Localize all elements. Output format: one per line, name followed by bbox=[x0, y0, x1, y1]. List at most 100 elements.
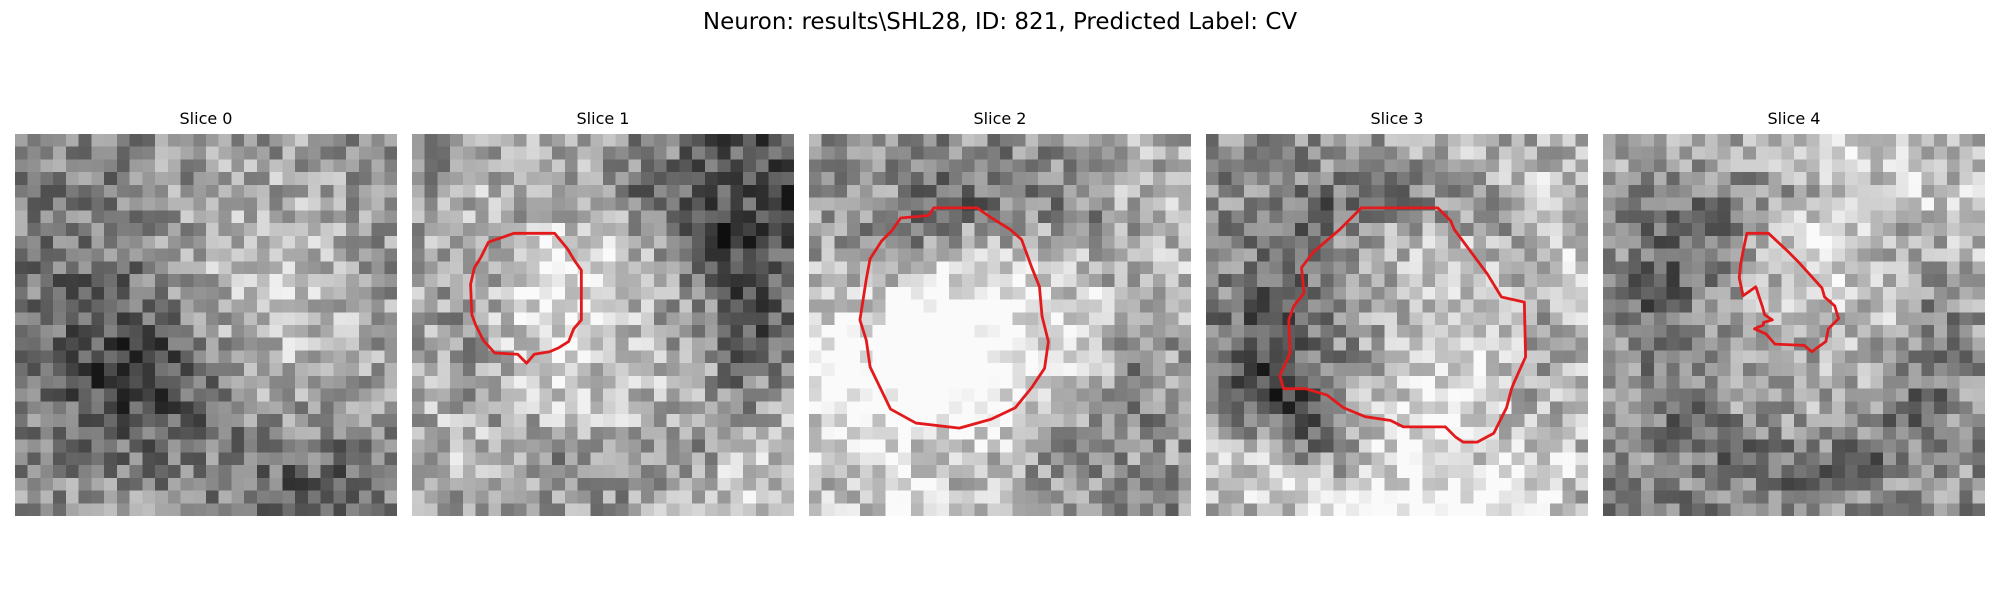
image-pixel bbox=[1870, 401, 1884, 415]
image-pixel bbox=[526, 325, 540, 338]
image-pixel bbox=[1819, 159, 1833, 173]
image-pixel bbox=[1282, 172, 1296, 186]
image-pixel bbox=[1025, 286, 1039, 300]
image-pixel bbox=[910, 452, 924, 466]
image-pixel bbox=[1603, 388, 1616, 402]
image-pixel bbox=[1231, 452, 1245, 466]
image-pixel bbox=[834, 159, 848, 173]
image-pixel bbox=[974, 401, 988, 415]
image-pixel bbox=[1282, 452, 1296, 466]
image-pixel bbox=[40, 401, 54, 415]
image-pixel bbox=[692, 159, 706, 173]
image-pixel bbox=[450, 210, 464, 224]
image-pixel bbox=[1743, 210, 1757, 224]
image-pixel bbox=[244, 503, 258, 516]
image-pixel bbox=[1781, 159, 1795, 173]
image-pixel bbox=[885, 159, 899, 173]
image-pixel bbox=[1641, 184, 1655, 198]
image-pixel bbox=[513, 261, 527, 275]
image-pixel bbox=[1946, 477, 1960, 491]
image-pixel bbox=[1921, 452, 1935, 466]
image-pixel bbox=[1178, 490, 1191, 504]
image-pixel bbox=[412, 465, 425, 479]
image-pixel bbox=[371, 274, 385, 288]
image-pixel bbox=[218, 503, 232, 516]
image-pixel bbox=[320, 363, 334, 377]
image-pixel bbox=[1959, 159, 1973, 173]
image-pixel bbox=[666, 350, 680, 364]
image-pixel bbox=[155, 184, 169, 198]
image-pixel bbox=[603, 401, 616, 415]
image-pixel bbox=[1615, 286, 1629, 300]
image-pixel bbox=[1524, 401, 1538, 415]
image-pixel bbox=[590, 172, 604, 186]
image-pixel bbox=[564, 401, 578, 415]
image-pixel bbox=[1972, 388, 1985, 402]
image-pixel bbox=[679, 286, 693, 300]
image-pixel bbox=[1768, 375, 1782, 389]
image-pixel bbox=[256, 274, 270, 288]
image-pixel bbox=[167, 490, 181, 504]
image-pixel bbox=[1397, 146, 1410, 160]
image-pixel bbox=[1076, 337, 1090, 351]
image-pixel bbox=[898, 159, 912, 173]
image-pixel bbox=[1934, 414, 1948, 428]
image-pixel bbox=[1959, 452, 1973, 466]
image-pixel bbox=[1511, 261, 1525, 275]
image-pixel bbox=[1076, 146, 1090, 160]
image-pixel bbox=[1358, 477, 1372, 491]
image-pixel bbox=[206, 337, 219, 351]
image-pixel bbox=[167, 286, 181, 300]
image-pixel bbox=[885, 465, 899, 479]
image-pixel bbox=[679, 248, 693, 262]
image-pixel bbox=[1460, 261, 1474, 275]
image-pixel bbox=[590, 312, 604, 326]
image-pixel bbox=[27, 350, 41, 364]
image-pixel bbox=[1959, 439, 1973, 453]
image-pixel bbox=[1768, 414, 1782, 428]
image-pixel bbox=[1653, 426, 1667, 440]
image-pixel bbox=[1269, 388, 1283, 402]
image-pixel bbox=[821, 477, 835, 491]
image-pixel bbox=[333, 134, 347, 147]
image-pixel bbox=[910, 363, 924, 377]
image-pixel bbox=[412, 197, 425, 211]
image-pixel bbox=[1819, 210, 1833, 224]
image-pixel bbox=[730, 299, 744, 313]
image-pixel bbox=[501, 146, 515, 160]
image-pixel bbox=[1575, 477, 1588, 491]
image-pixel bbox=[1152, 388, 1166, 402]
image-pixel bbox=[256, 299, 270, 313]
image-pixel bbox=[27, 375, 41, 389]
image-pixel bbox=[1333, 274, 1347, 288]
image-pixel bbox=[615, 350, 629, 364]
image-pixel bbox=[1152, 223, 1166, 237]
image-pixel bbox=[358, 286, 372, 300]
image-pixel bbox=[1397, 363, 1410, 377]
image-pixel bbox=[513, 452, 527, 466]
image-pixel bbox=[1781, 426, 1795, 440]
slice-panel-3: Slice 3 bbox=[1206, 108, 1588, 516]
image-pixel bbox=[282, 274, 296, 288]
image-pixel bbox=[1692, 299, 1706, 313]
image-pixel bbox=[1781, 363, 1795, 377]
image-pixel bbox=[1653, 401, 1667, 415]
image-pixel bbox=[450, 375, 464, 389]
image-pixel bbox=[1549, 197, 1563, 211]
image-pixel bbox=[590, 261, 604, 275]
image-pixel bbox=[653, 146, 667, 160]
image-pixel bbox=[1256, 197, 1270, 211]
image-pixel bbox=[603, 274, 616, 288]
image-pixel bbox=[987, 363, 1001, 377]
image-pixel bbox=[1486, 490, 1500, 504]
image-pixel bbox=[206, 388, 219, 402]
image-pixel bbox=[641, 197, 655, 211]
image-pixel bbox=[1755, 248, 1769, 262]
image-pixel bbox=[809, 363, 822, 377]
image-pixel bbox=[78, 261, 92, 275]
image-pixel bbox=[653, 184, 667, 198]
image-pixel bbox=[129, 274, 143, 288]
image-pixel bbox=[949, 299, 963, 313]
image-pixel bbox=[1704, 286, 1718, 300]
image-pixel bbox=[40, 414, 54, 428]
